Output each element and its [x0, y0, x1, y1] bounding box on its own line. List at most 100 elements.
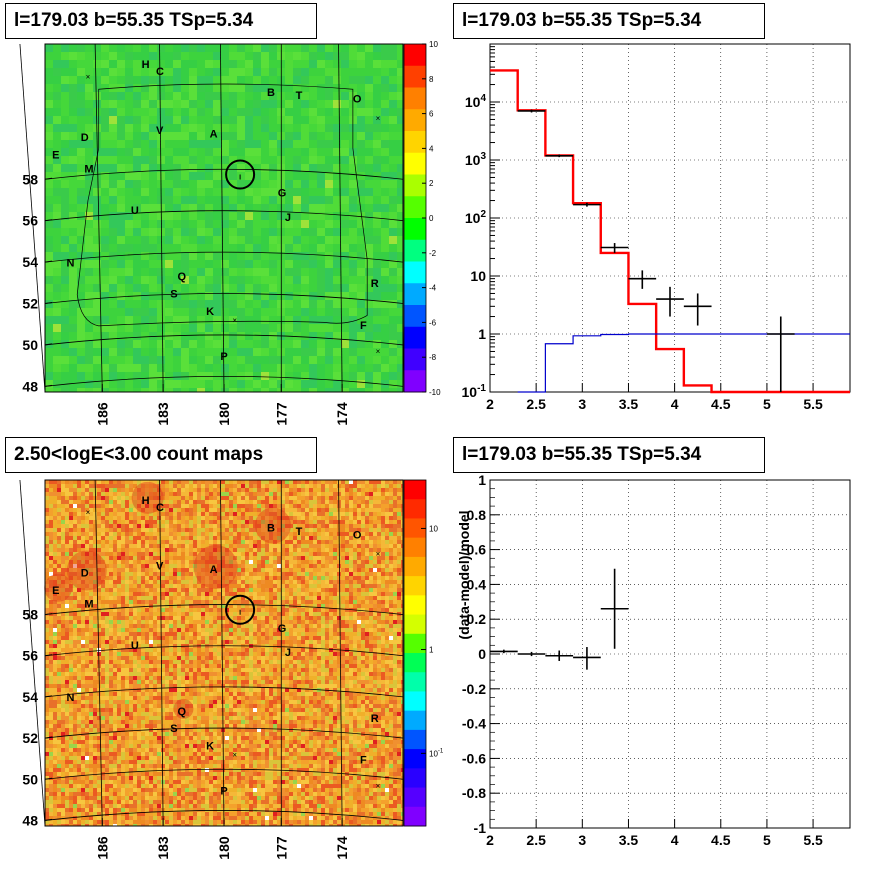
map-pixel	[237, 60, 245, 68]
map-pixel	[237, 348, 245, 356]
map-pixel	[129, 496, 133, 500]
map-pixel	[105, 512, 109, 516]
map-pixel	[313, 492, 317, 496]
map-pixel	[301, 500, 305, 504]
map-pixel	[321, 584, 325, 588]
map-pixel	[393, 556, 397, 560]
map-pixel	[169, 512, 173, 516]
map-pixel	[389, 116, 397, 124]
map-pixel	[305, 512, 309, 516]
map-pixel	[285, 156, 293, 164]
map-pixel	[45, 316, 53, 324]
map-pixel	[317, 552, 321, 556]
map-pixel	[89, 536, 93, 540]
map-pixel	[285, 512, 289, 516]
map-pixel	[313, 588, 317, 592]
map-pixel	[133, 44, 141, 52]
map-pixel	[117, 92, 125, 100]
map-pixel	[281, 596, 285, 600]
map-pixel	[201, 536, 205, 540]
source-marker: ×	[376, 114, 381, 123]
map-pixel	[201, 496, 205, 500]
map-pixel	[53, 364, 61, 372]
map-pixel	[293, 564, 297, 568]
map-pixel	[397, 516, 401, 520]
map-pixel	[197, 308, 205, 316]
map-pixel	[181, 220, 189, 228]
map-pixel	[181, 496, 185, 500]
map-pixel	[309, 132, 317, 140]
map-pixel	[157, 496, 161, 500]
map-pixel	[293, 100, 301, 108]
colorbar-swatch	[404, 109, 426, 132]
map-pixel	[317, 356, 325, 364]
map-pixel	[137, 532, 141, 536]
map-pixel	[105, 596, 109, 600]
map-pixel	[45, 584, 49, 588]
map-pixel	[77, 572, 81, 576]
map-pixel	[221, 380, 229, 388]
map-pixel	[53, 108, 61, 116]
map-pixel	[273, 548, 277, 552]
map-pixel	[289, 564, 293, 568]
map-pixel	[61, 496, 65, 500]
map-pixel	[257, 564, 261, 568]
map-pixel	[61, 520, 65, 524]
map-pixel	[269, 604, 273, 608]
map-pixel	[333, 300, 341, 308]
map-pixel	[209, 552, 213, 556]
map-pixel	[281, 576, 285, 580]
map-pixel	[165, 520, 169, 524]
map-pixel	[193, 512, 197, 516]
map-pixel	[293, 560, 297, 564]
map-pixel	[45, 572, 49, 576]
map-pixel	[249, 496, 253, 500]
map-pixel	[61, 540, 65, 544]
map-pixel	[397, 332, 403, 340]
map-pixel	[393, 528, 397, 532]
map-pixel	[85, 364, 93, 372]
map-pixel	[237, 496, 241, 500]
map-pixel	[397, 500, 401, 504]
map-pixel	[181, 388, 189, 392]
map-pixel	[205, 116, 213, 124]
map-pixel	[293, 568, 297, 572]
map-pixel	[125, 516, 129, 520]
map-pixel	[205, 576, 209, 580]
map-pixel	[45, 552, 49, 556]
map-pixel	[153, 488, 157, 492]
map-pixel	[309, 560, 313, 564]
map-pixel	[281, 552, 285, 556]
map-pixel	[93, 548, 97, 552]
map-pixel	[137, 508, 141, 512]
map-pixel	[377, 568, 381, 572]
map-pixel	[245, 260, 253, 268]
map-pixel	[129, 492, 133, 496]
map-pixel	[133, 244, 141, 252]
map-pixel	[377, 576, 381, 580]
map-pixel	[53, 244, 61, 252]
map-pixel	[109, 496, 113, 500]
map-pixel	[213, 228, 221, 236]
map-pixel	[53, 348, 61, 356]
map-pixel	[201, 580, 205, 584]
map-pixel	[313, 576, 317, 580]
map-pixel	[193, 568, 197, 572]
map-pixel	[253, 196, 261, 204]
map-pixel	[129, 504, 133, 508]
map-pixel	[297, 540, 301, 544]
map-pixel	[317, 196, 325, 204]
map-pixel	[309, 300, 317, 308]
map-pixel	[257, 592, 261, 596]
map-pixel	[217, 536, 221, 540]
map-pixel	[365, 308, 373, 316]
map-pixel	[229, 252, 237, 260]
map-pixel	[317, 108, 325, 116]
map-pixel	[133, 592, 137, 596]
map-pixel	[249, 592, 253, 596]
map-pixel	[81, 496, 85, 500]
map-pixel	[189, 516, 193, 520]
map-pixel	[385, 572, 389, 576]
map-pixel	[253, 500, 257, 504]
map-pixel	[265, 516, 269, 520]
